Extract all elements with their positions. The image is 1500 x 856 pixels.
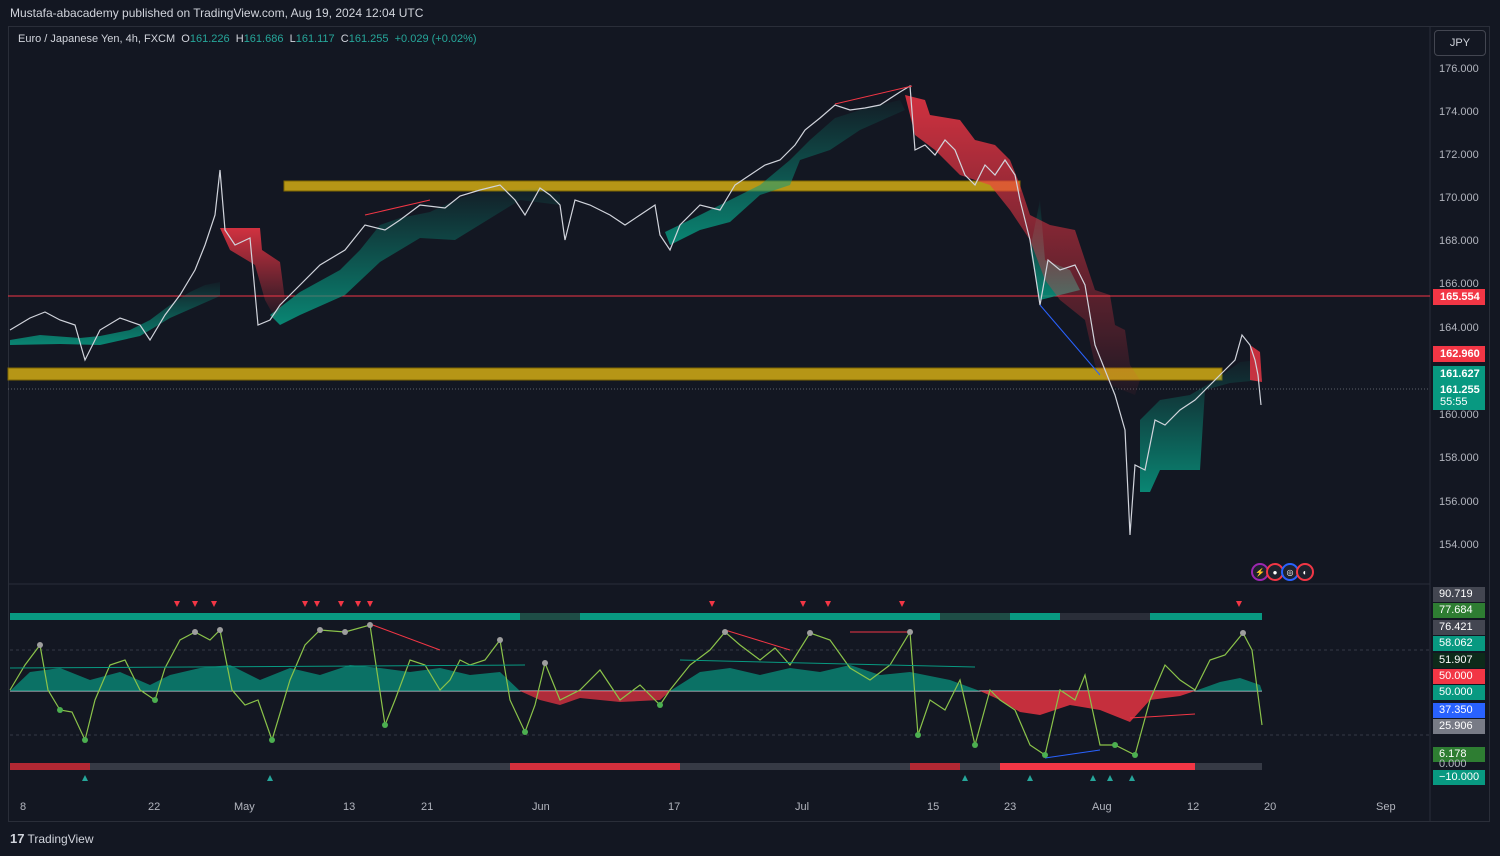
symbol-legend[interactable]: Euro / Japanese Yen, 4h, FXCM O161.226 H… [18,33,477,45]
low-value: 161.117 [295,33,335,45]
open-value: 161.226 [189,33,230,45]
price-tag-high: 162.960 [1433,346,1485,362]
price-axis-label: 154.000 [1439,539,1479,551]
change-value: +0.029 (+0.02%) [394,33,477,45]
price-line [9,84,1262,536]
date-axis-label: 21 [421,801,434,813]
oscillator-axis-label: 76.421 [1433,620,1485,635]
osc-trendline-4[interactable] [724,629,791,651]
price-axis-label: 156.000 [1439,496,1479,508]
tradingview-logo-icon: 17 [10,831,25,846]
close-value: 161.255 [348,33,389,45]
oscillator-axis-label: 77.684 [1433,603,1485,618]
trendline-mid[interactable] [364,199,431,216]
high-label: H [235,33,244,45]
oscillator-axis-label: 51.907 [1433,653,1485,668]
downtrend-ribbon-2 [905,95,1140,395]
date-axis-label: 17 [668,801,681,813]
osc-bull-area-2 [670,665,980,691]
bar-countdown: 55:55 [1440,396,1468,408]
price-axis-label: 170.000 [1439,192,1479,204]
oscillator-axis-label: 50.000 [1433,669,1485,684]
uptrend-ribbon-2 [270,188,560,325]
flag-icon[interactable]: ◐ [1296,563,1314,581]
resistance-zone[interactable] [283,180,1021,192]
tradingview-logo[interactable]: 17 TradingView [10,831,94,846]
date-axis-label: 23 [1004,801,1017,813]
price-axis-label: 172.000 [1439,149,1479,161]
trend-strip-segment [940,613,1010,620]
target-icon[interactable]: ◎ [1281,563,1299,581]
date-axis-label: May [234,801,255,813]
osc-top-dots [37,622,1246,666]
price-axis-label: 166.000 [1439,278,1479,290]
trend-strip-segment [1060,613,1150,620]
trend-strip-top [10,613,1262,620]
chart-frame [8,26,1490,822]
osc-bottom-dots [57,697,1138,758]
support-zone[interactable] [7,367,1223,381]
close-label: C [340,33,349,45]
trendline-top[interactable] [834,85,913,105]
date-axis-label: 13 [343,801,356,813]
currency-button[interactable]: JPY [1434,30,1486,56]
trendline-down[interactable] [1039,304,1101,376]
indicator-icons[interactable]: ⚡ ● ◎ ◐ [1251,563,1314,581]
low-label: L [289,33,296,45]
trend-strip-segment [510,763,680,770]
high-value: 161.686 [243,33,284,45]
price-axis-label: 160.000 [1439,409,1479,421]
date-axis-label: 12 [1187,801,1200,813]
osc-trendline-1[interactable] [9,664,526,669]
date-axis-label: Jul [795,801,810,813]
date-axis-label: 22 [148,801,161,813]
price-axis-label: 168.000 [1439,235,1479,247]
published-caption: Mustafa-abacademy published on TradingVi… [10,6,424,20]
osc-bull-area-3 [1195,678,1262,691]
price-tag-last: 161.255 [1433,382,1485,410]
date-axis-label: Jun [532,801,550,813]
osc-trendline-6[interactable] [1044,749,1101,759]
date-axis-label: 20 [1264,801,1277,813]
oscillator-axis-label: 25.906 [1433,719,1485,734]
osc-trendline-7[interactable] [1129,713,1196,719]
price-tag-resistance: 165.554 [1433,289,1485,305]
trend-strip-segment [910,763,960,770]
price-axis-label: 176.000 [1439,63,1479,75]
oscillator-axis-label: 37.350 [1433,703,1485,718]
trend-strip-segment [520,613,580,620]
record-icon[interactable]: ● [1266,563,1284,581]
osc-trendline-3[interactable] [369,623,441,651]
osc-bear-area-2 [980,691,1195,722]
oscillator-axis-label: 0.000 [1439,758,1467,770]
oscillator-axis-label: 58.062 [1433,636,1485,651]
uptrend-ribbon-5 [1140,360,1262,492]
trend-strip-segment [10,763,90,770]
price-tag-support: 161.627 [1433,366,1485,382]
trend-strip-segment [1000,763,1195,770]
date-axis-label: 15 [927,801,940,813]
sell-signal-markers [174,601,1242,607]
date-axis-label: 8 [20,801,27,813]
price-axis-label: 164.000 [1439,322,1479,334]
uptrend-ribbon-1 [10,282,220,345]
buy-signal-markers [82,775,1135,781]
downtrend-ribbon-1 [220,228,285,318]
date-axis-label: Aug [1092,801,1112,813]
symbol-name: Euro / Japanese Yen, 4h, FXCM [18,33,176,45]
osc-trendline-2[interactable] [679,659,976,668]
price-axis-label: 158.000 [1439,452,1479,464]
uptrend-ribbon-3 [665,100,905,245]
date-axis-label: Sep [1376,801,1396,813]
price-axis-label: 174.000 [1439,106,1479,118]
open-label: O [181,33,190,45]
tradingview-logo-text: TradingView [27,831,94,846]
oscillator-axis-label: 6.178 [1433,747,1485,762]
oscillator-axis-label: 50.000 [1433,685,1485,700]
oscillator-axis-label: −10.000 [1433,770,1485,785]
oscillator-axis-label: 90.719 [1433,587,1485,602]
